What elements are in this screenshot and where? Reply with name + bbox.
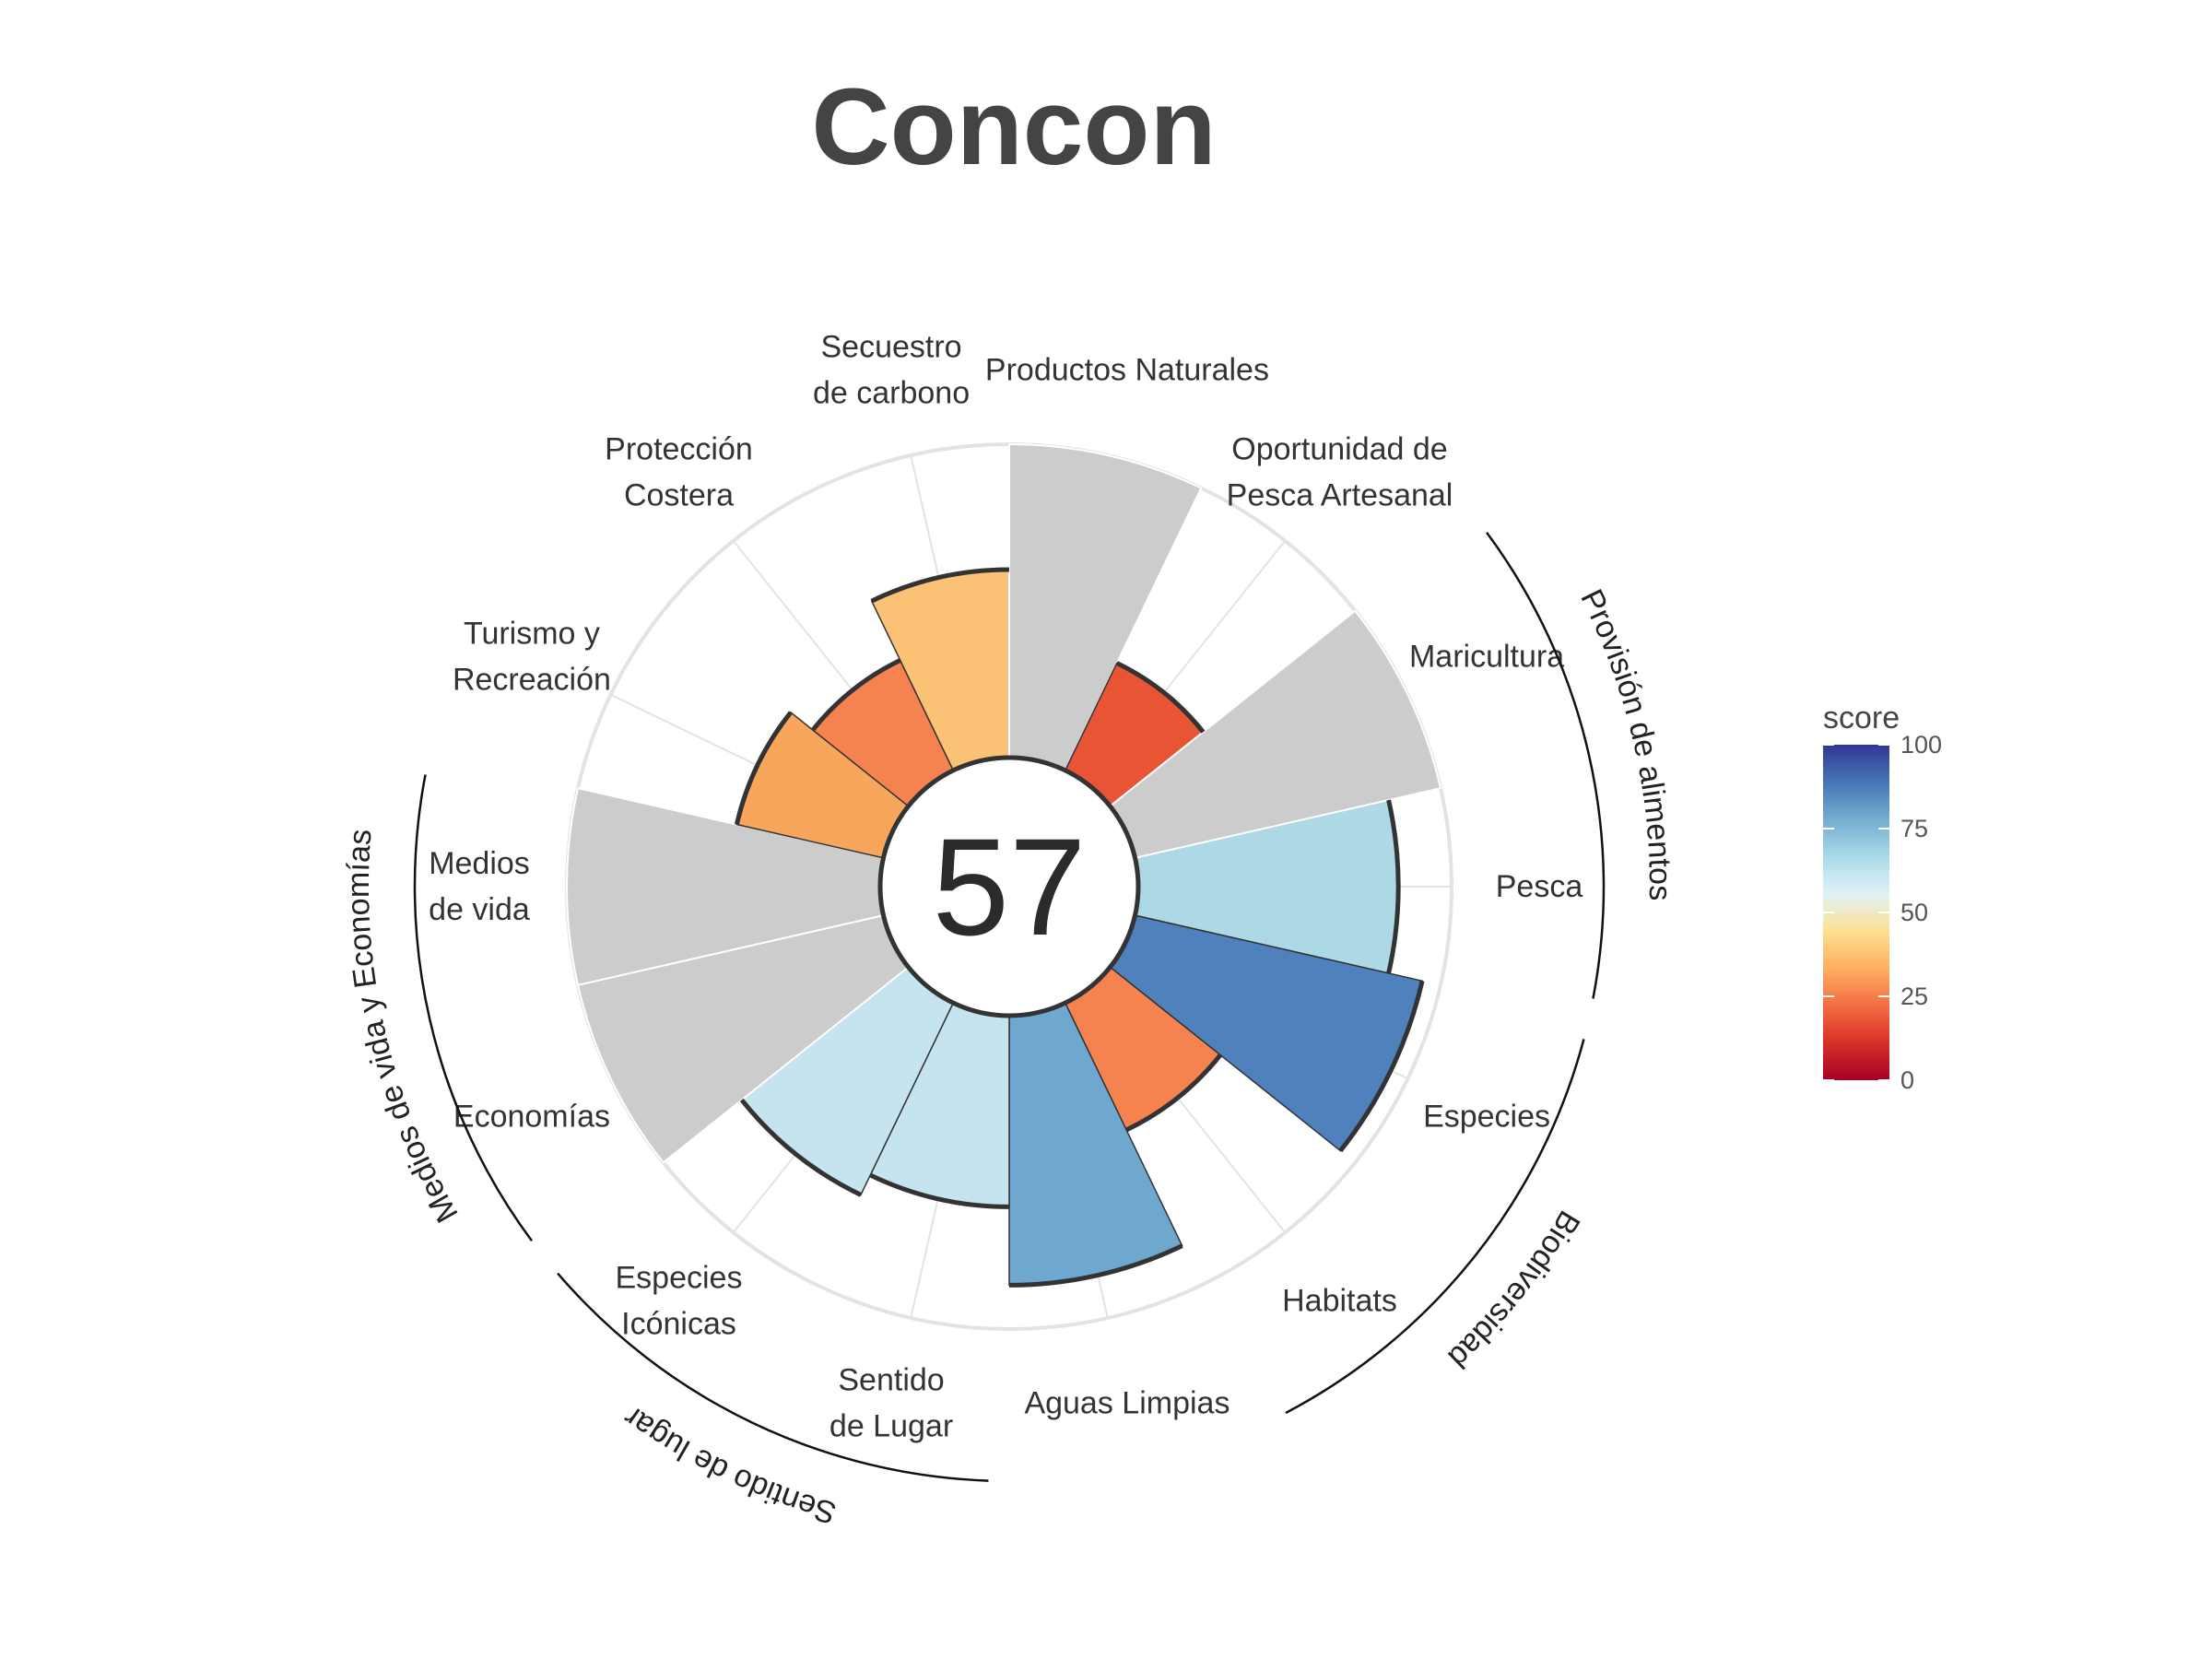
petal-outer-edge (869, 1172, 1010, 1209)
goal-label-proteccion-costera: Protección Costera (605, 431, 753, 512)
petal-outer-edge (1115, 661, 1206, 734)
petal-outer-edge (734, 711, 793, 826)
goal-label-productos-naturales: Productos Naturales (985, 352, 1269, 387)
group-label-provision-de-alimentos: Provisión de alimentos (1573, 584, 1677, 901)
group-arc-sentido-de-lugar (557, 1272, 989, 1482)
group-arc-biodiversidad (1285, 1039, 1585, 1415)
petal-outer-edge (1386, 799, 1401, 974)
legend-tick-label: 100 (1900, 731, 1942, 759)
petal-outer-edge (1008, 1243, 1183, 1288)
goal-label-especies: Especies (1423, 1099, 1550, 1134)
goal-label-maricultura: Maricultura (1409, 640, 1564, 675)
center-layer: 57 (877, 755, 1141, 1018)
legend-tick-label: 50 (1900, 899, 1928, 926)
goal-label-aguas-limpias: Aguas Limpias (1024, 1386, 1230, 1421)
petals-layer (566, 442, 1442, 1288)
goal-label-sentido-de-lugar: Sentido de Lugar (830, 1363, 953, 1444)
goal-label-habitats: Habitats (1282, 1284, 1397, 1319)
legend-tick-label: 0 (1900, 1066, 1914, 1094)
goal-label-turismo-y-recreacion: Turismo y Recreación (453, 617, 611, 698)
center-circle (877, 755, 1141, 1018)
goal-label-oportunidad-de-pesca-artesanal: Oportunidad de Pesca Artesanal (1227, 431, 1453, 512)
petal-outer-edge (870, 567, 1010, 604)
petal-outer-edge (810, 658, 901, 732)
petal-outer-edge (1125, 1053, 1223, 1133)
group-arc-medios-de-vida-y-economias (413, 774, 533, 1242)
color-legend: score 0 25 50 75 100 (1823, 700, 1942, 1094)
goal-label-economias: Economías (453, 1099, 610, 1134)
center-score: 57 (933, 809, 1087, 964)
group-label-sentido-de-lugar: Sentido de lugar (618, 1399, 841, 1530)
goal-label-especies-iconicas: Especies Icónicas (616, 1261, 743, 1342)
group-arc-provision-de-alimentos (1486, 531, 1606, 999)
group-label-biodiversidad: Biodiversidad (1441, 1205, 1587, 1375)
petal-outer-edge (1338, 980, 1425, 1153)
legend-title: score (1823, 700, 1900, 735)
goal-label-secuestro-de-carbono: Secuestro de carbono (813, 329, 970, 410)
goal-label-pesca: Pesca (1496, 869, 1583, 904)
goal-label-medios-de-vida: Medios de vida (429, 846, 530, 927)
chart-title: Concon (811, 66, 1217, 188)
group-label-medios-de-vida-y-economias: Medios de vida y Economías (341, 828, 465, 1228)
legend-tick-label: 75 (1900, 815, 1928, 842)
legend-tick-label: 25 (1900, 982, 1928, 1010)
petal-outer-edge (739, 1098, 863, 1197)
labels-layer: Pesca Especies Habitats Aguas Limpias Sentid… (429, 329, 1583, 1443)
